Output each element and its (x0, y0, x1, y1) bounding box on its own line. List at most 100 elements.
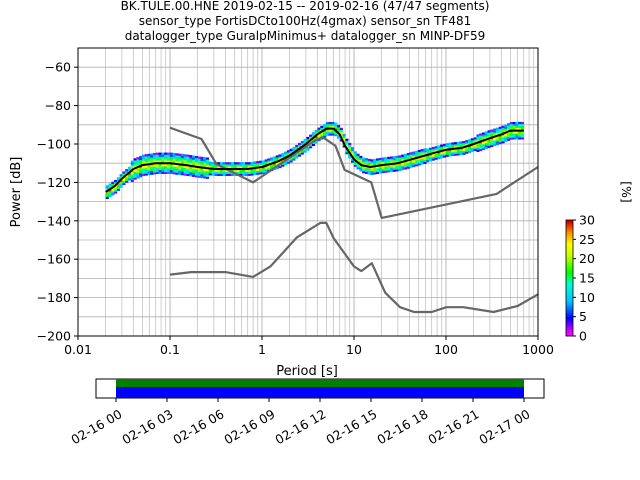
psd-density-cell (186, 168, 190, 171)
colorbar-segment (566, 262, 573, 265)
psd-density-cell (130, 177, 134, 181)
psd-density-cell (384, 157, 388, 160)
colorbar-segment (566, 316, 573, 319)
psd-density-cell (501, 125, 505, 128)
psd-density-cell (392, 158, 396, 161)
psd-density-cell (153, 158, 157, 161)
psd-density-cell (370, 172, 374, 175)
colorbar-segment (566, 303, 573, 306)
psd-density-cell (470, 149, 474, 152)
psd-density-cell (356, 167, 360, 170)
psd-density-cell (512, 125, 516, 128)
psd-density-cell (456, 143, 460, 146)
psd-density-cell (459, 149, 463, 152)
psd-density-cell (164, 171, 168, 174)
psd-density-cell (451, 146, 455, 149)
psd-density-cell (231, 169, 235, 173)
psd-density-cell (228, 164, 232, 167)
psd-density-cell (521, 123, 525, 126)
psd-density-cell (331, 133, 335, 136)
psd-density-cell (487, 143, 491, 147)
psd-density-cell (409, 159, 413, 163)
psd-density-cell (130, 174, 134, 177)
psd-density-cell (114, 179, 118, 183)
psd-density-cell (353, 151, 357, 154)
psd-density-cell (429, 157, 433, 160)
psd-density-cell (278, 165, 282, 169)
psd-density-cell (309, 136, 313, 139)
psd-density-cell (180, 159, 184, 162)
time-tick-label: 02-16 12 (272, 406, 328, 447)
psd-density-cell (231, 173, 235, 176)
psd-density-cell (493, 138, 497, 141)
psd-density-cell (256, 164, 260, 168)
psd-density-cell (373, 172, 377, 175)
psd-density-cell (172, 160, 176, 163)
psd-density-cell (309, 134, 313, 137)
psd-density-cell (303, 150, 307, 153)
time-tick-label: 02-16 18 (374, 406, 430, 447)
psd-density-cell (493, 130, 497, 133)
psd-density-cell (175, 172, 179, 175)
psd-density-cell (495, 131, 499, 134)
psd-density-cell (300, 142, 304, 145)
psd-density-cell (220, 162, 224, 165)
psd-density-cell (253, 173, 257, 176)
psd-density-cell (484, 146, 488, 149)
psd-density-cell (167, 158, 171, 161)
psd-density-cell (481, 143, 485, 147)
psd-density-cell (392, 167, 396, 170)
psd-density-cell (225, 173, 229, 176)
psd-density-cell (197, 160, 201, 163)
psd-density-cell (381, 161, 385, 164)
psd-density-cell (167, 169, 171, 173)
psd-density-cell (116, 186, 120, 189)
psd-density-cell (317, 139, 321, 142)
psd-density-cell (289, 158, 293, 161)
psd-density-cell (114, 181, 118, 184)
psd-density-cell (459, 143, 463, 146)
psd-density-cell (105, 194, 109, 198)
psd-density-cell (211, 162, 215, 165)
psd-density-cell (211, 165, 215, 168)
psd-density-cell (133, 162, 137, 165)
psd-density-cell (189, 162, 193, 165)
psd-density-cell (490, 141, 494, 144)
psd-density-cell (116, 184, 120, 187)
psd-density-cell (395, 167, 399, 170)
psd-density-cell (200, 164, 204, 167)
psd-density-cell (378, 167, 382, 170)
psd-density-cell (426, 152, 430, 155)
psd-density-cell (136, 176, 140, 179)
psd-density-cell (456, 145, 460, 148)
psd-density-cell (261, 164, 265, 167)
psd-density-cell (501, 137, 505, 140)
colorbar: 0 5 10 15 20 25 30 (565, 213, 595, 344)
psd-density-cell (501, 131, 505, 134)
psd-density-cell (515, 127, 519, 130)
psd-density-cell (264, 170, 268, 174)
psd-density-cell (114, 189, 118, 192)
y-tick-label: −80 (45, 98, 71, 113)
psd-density-cell (367, 162, 371, 165)
psd-density-cell (339, 131, 343, 134)
psd-density-cell (476, 144, 480, 147)
psd-density-cell (111, 191, 115, 194)
psd-density-cell (158, 156, 162, 159)
psd-density-cell (314, 141, 318, 144)
psd-density-cell (136, 174, 140, 177)
psd-density-cell (507, 129, 511, 132)
psd-density-cell (144, 156, 148, 159)
psd-density-cell (194, 173, 198, 176)
colorbar-segment (566, 220, 573, 223)
psd-density-cell (286, 150, 290, 153)
psd-density-cell (470, 138, 474, 141)
psd-density-cell (194, 163, 198, 166)
colorbar-tick-label: 15 (579, 271, 595, 286)
psd-density-cell (130, 175, 134, 179)
psd-density-cell (270, 159, 274, 162)
psd-density-cell (247, 171, 251, 174)
psd-density-cell (376, 169, 380, 173)
psd-density-cell (448, 146, 452, 149)
